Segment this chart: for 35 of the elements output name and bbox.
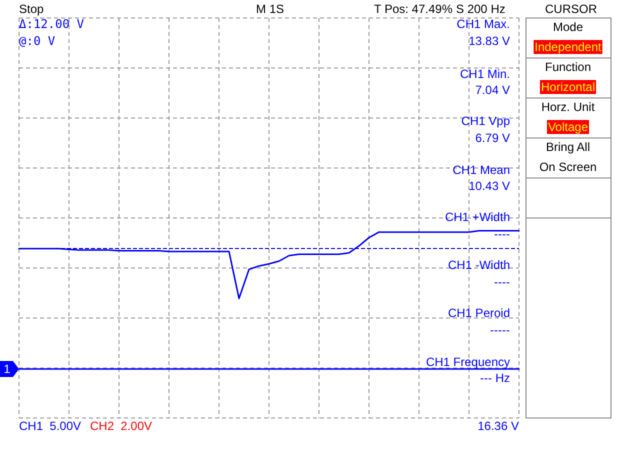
text: 1	[4, 362, 11, 376]
annotation: -----	[490, 323, 510, 337]
text: Bring All	[546, 140, 590, 154]
annotation: CH1 Peroid	[448, 306, 510, 320]
annotation: CH1 Frequency	[426, 355, 510, 369]
text: On Screen	[539, 160, 597, 174]
text: CH1 Mean	[452, 163, 510, 177]
text: Mode	[552, 20, 584, 34]
text: CH1 Max.	[456, 17, 510, 31]
text: Δ:12.00 V	[19, 17, 84, 31]
annotation: ----	[494, 227, 510, 241]
text: CH1 Min.	[460, 67, 510, 81]
text: M 1S	[256, 2, 284, 16]
text: 13.83 V	[468, 34, 510, 48]
annotation: ----	[494, 275, 510, 289]
text: @:0 V	[19, 34, 56, 48]
text: 16.36 V	[478, 419, 519, 433]
annotation: CH1 -Width	[448, 258, 510, 272]
text: CH1 +Width	[444, 210, 510, 224]
text: S 200 Hz	[456, 2, 506, 16]
text: 6.79 V	[475, 131, 510, 145]
text: CH2 2.00V	[90, 419, 152, 433]
text: T Pos: 47.49%	[374, 2, 453, 16]
text: Horz. Unit	[541, 100, 596, 114]
text: 10.43 V	[468, 179, 510, 193]
text: CH1 Vpp	[461, 114, 510, 128]
text: CURSOR	[544, 2, 598, 16]
text: --- Hz	[480, 371, 510, 385]
text: Stop	[19, 2, 44, 16]
text: 7.04 V	[475, 83, 510, 97]
text: Horizontal	[540, 80, 596, 94]
text: Function	[544, 60, 592, 74]
text: Voltage	[548, 120, 588, 134]
text: Independent	[534, 40, 602, 54]
text: CH1 5.00V	[19, 419, 82, 433]
